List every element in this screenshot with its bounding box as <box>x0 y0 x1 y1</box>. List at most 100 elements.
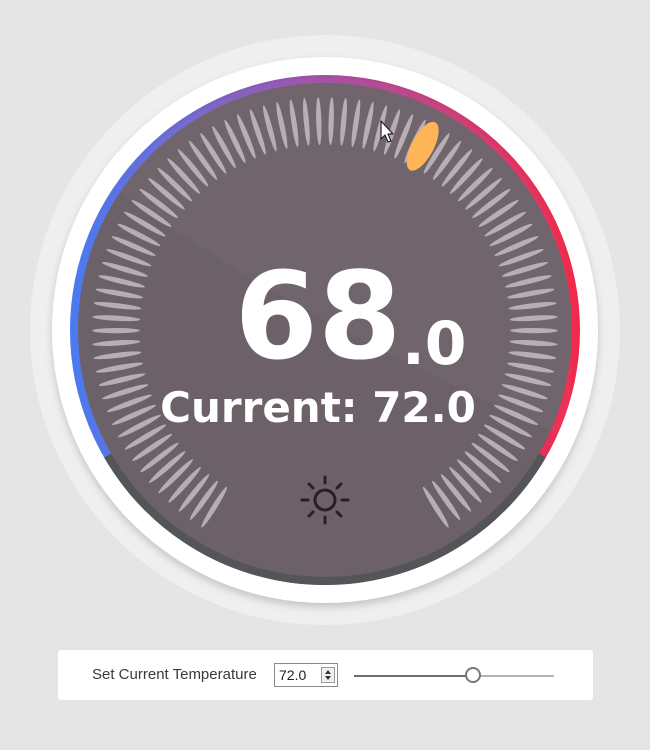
dial-tick <box>158 459 193 494</box>
dial-tick <box>384 109 401 155</box>
target-temperature-decimal: .0 <box>402 309 467 379</box>
dial-tick <box>140 442 179 473</box>
dial-tick <box>139 188 178 219</box>
dial-tick <box>457 167 493 202</box>
dial-tick <box>509 340 558 346</box>
dial-tick <box>423 133 450 174</box>
spinner-down-icon[interactable] <box>325 676 331 680</box>
dial-tick <box>432 140 462 180</box>
dial-tick <box>303 97 310 146</box>
dial-tick <box>484 211 526 237</box>
dial-tick <box>498 394 544 413</box>
current-temperature-field[interactable] <box>274 663 338 687</box>
dial-tick <box>440 474 472 512</box>
dial-tick <box>95 362 144 373</box>
dial-tick <box>106 249 152 267</box>
dial-tick <box>351 99 361 148</box>
dial-tick <box>483 424 526 450</box>
dial-tick <box>236 114 256 159</box>
dial-tick <box>177 149 209 187</box>
dial-tick <box>92 315 141 322</box>
dial-tick <box>249 109 266 155</box>
dial-tick <box>506 362 555 373</box>
dial-tick <box>112 404 156 425</box>
dial-tick <box>502 262 548 277</box>
dial-tick <box>98 373 146 386</box>
set-current-temperature-label: Set Current Temperature <box>92 666 257 683</box>
dial-tick <box>477 433 518 462</box>
dial-tick <box>149 451 186 483</box>
target-indicator[interactable] <box>400 117 445 175</box>
thermostat-dial[interactable]: 68 .0 Current: 72.0 <box>0 0 650 650</box>
dial-tick <box>509 315 558 322</box>
dial-tick <box>498 249 544 267</box>
dial-tick <box>92 340 141 346</box>
dial-tick <box>432 480 461 521</box>
spinner-up-icon[interactable] <box>325 670 331 674</box>
dial-tick <box>504 275 552 288</box>
dial-tick <box>316 97 322 146</box>
dial-tick <box>471 442 510 473</box>
dial-tick <box>340 97 347 146</box>
dial-tick <box>394 114 414 159</box>
dial-tick <box>102 384 149 400</box>
dial-tick <box>489 414 532 438</box>
dial-tick <box>494 404 538 425</box>
rim-bottom-arc <box>104 452 546 585</box>
dial-tick <box>489 223 533 247</box>
dial-tick <box>124 211 166 237</box>
dial-tick <box>111 236 156 257</box>
dial-tick <box>148 178 185 210</box>
dial-tick <box>189 480 218 521</box>
dial-tick <box>178 474 210 512</box>
target-temperature-whole: 68 <box>235 248 402 387</box>
slider-fill <box>354 675 474 677</box>
spinner-icon[interactable] <box>321 667 335 683</box>
dial-tick <box>167 158 201 194</box>
dial-tick <box>494 236 539 257</box>
dial-tick <box>457 459 492 494</box>
dial-tick <box>93 302 142 310</box>
dial-tick <box>276 102 288 149</box>
current-temperature-input[interactable] <box>275 664 323 686</box>
dial-tick <box>478 199 519 228</box>
dial-tick <box>106 394 152 413</box>
dial-tick <box>212 126 236 169</box>
dial-tick <box>501 384 548 400</box>
dial-tick <box>188 140 218 180</box>
current-temperature-slider[interactable] <box>354 667 554 685</box>
sun-icon <box>300 475 350 525</box>
dial-tick <box>93 351 142 360</box>
dial-tick <box>464 451 501 483</box>
mouse-cursor-icon <box>380 120 394 143</box>
dial-tick <box>201 486 228 528</box>
dial-tick <box>449 158 483 194</box>
dial-tick <box>117 223 161 247</box>
dial-tick <box>98 275 146 288</box>
dial-tick <box>472 188 511 219</box>
dial-tick <box>507 288 555 299</box>
dial-tick <box>95 288 143 299</box>
dial-tick <box>441 149 473 187</box>
dial-ticks <box>92 97 558 528</box>
dial-tick <box>328 97 334 146</box>
dial-tick <box>118 414 161 438</box>
dial-tick <box>132 433 173 462</box>
slider-thumb[interactable] <box>465 667 481 683</box>
dial-tick <box>92 327 140 334</box>
dial-tick <box>168 466 201 503</box>
dial-tick <box>510 327 558 334</box>
dial-tick <box>131 199 172 228</box>
dial-tick <box>504 373 552 386</box>
dial-face <box>78 83 572 577</box>
dial-tick <box>362 102 374 149</box>
dial-tick <box>200 133 227 174</box>
current-temperature-label: Current: 72.0 <box>160 383 476 432</box>
dial-tick <box>224 119 246 164</box>
dial-tick <box>508 302 557 310</box>
dial-tick <box>289 99 299 148</box>
dial-tick <box>508 351 557 360</box>
dial-tick <box>157 167 193 202</box>
dial-tick <box>449 466 482 503</box>
controls-panel: Set Current Temperature <box>58 650 593 700</box>
